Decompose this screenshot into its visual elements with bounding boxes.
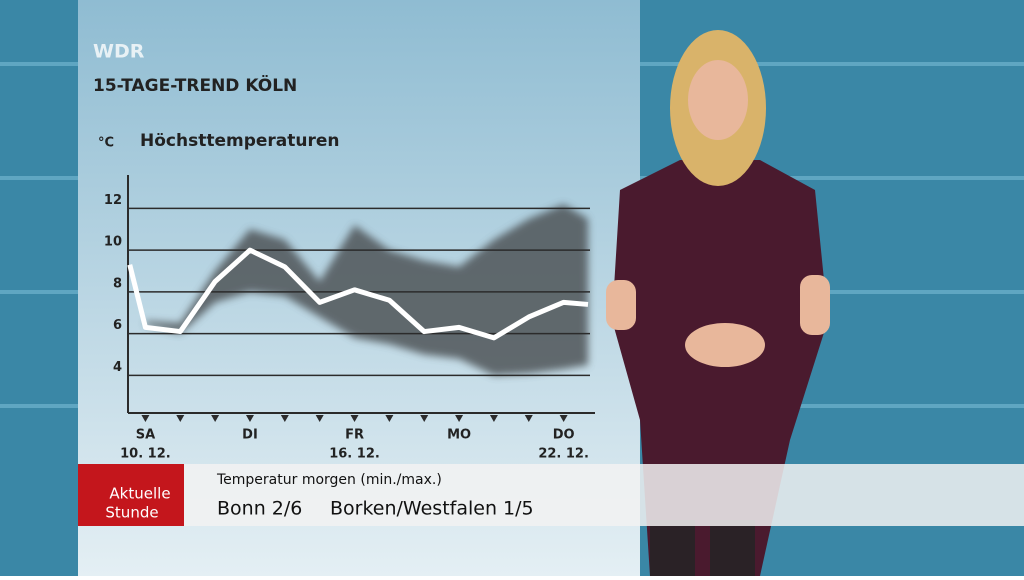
logo-text: Stunde (105, 504, 158, 522)
x-tick (141, 415, 150, 422)
x-tick (489, 415, 498, 422)
unit-label: °C (98, 136, 114, 151)
x-tick (420, 415, 429, 422)
x-tick (280, 415, 289, 422)
x-tick (350, 415, 359, 422)
temperature-line (127, 247, 589, 341)
y-tick-label: 4 (113, 360, 122, 375)
x-date-label: 16. 12. (329, 447, 380, 462)
x-tick-label: DO (553, 428, 575, 443)
x-tick-label: SA (136, 428, 155, 443)
heading: 15-TAGE-TREND KÖLN (93, 74, 297, 96)
ticker-caption: Temperatur morgen (min./max.) (216, 472, 442, 488)
x-tick-label: DI (242, 428, 258, 443)
brand: WDR (93, 41, 145, 63)
x-tick-label: MO (447, 428, 471, 443)
y-tick-label: 8 (113, 276, 122, 291)
x-tick (245, 415, 254, 422)
ticker-logo (78, 464, 184, 526)
logo-text: Aktuelle (109, 485, 170, 503)
y-tick-label: 10 (104, 235, 122, 250)
x-tick (385, 415, 394, 422)
x-date-label: 10. 12. (120, 447, 171, 462)
chart-title: Höchsttemperaturen (140, 131, 340, 151)
x-tick (455, 415, 464, 422)
x-tick (211, 415, 220, 422)
x-date-label: 22. 12. (538, 447, 589, 462)
ticker-bar (184, 464, 1024, 526)
x-tick (315, 415, 324, 422)
ticker-item: Borken/Westfalen 1/5 (330, 498, 534, 520)
ticker-item: Bonn 2/6 (217, 498, 302, 520)
x-tick (559, 415, 568, 422)
x-tick (176, 415, 185, 422)
y-tick-label: 12 (104, 193, 122, 208)
plot: 4 6 8 10 12 SA 10. 12. DI FR 16. 12. MO DO 22. 12. (104, 175, 595, 462)
x-tick-label: FR (345, 428, 364, 443)
x-tick (524, 415, 533, 422)
y-tick-label: 6 (113, 318, 122, 333)
